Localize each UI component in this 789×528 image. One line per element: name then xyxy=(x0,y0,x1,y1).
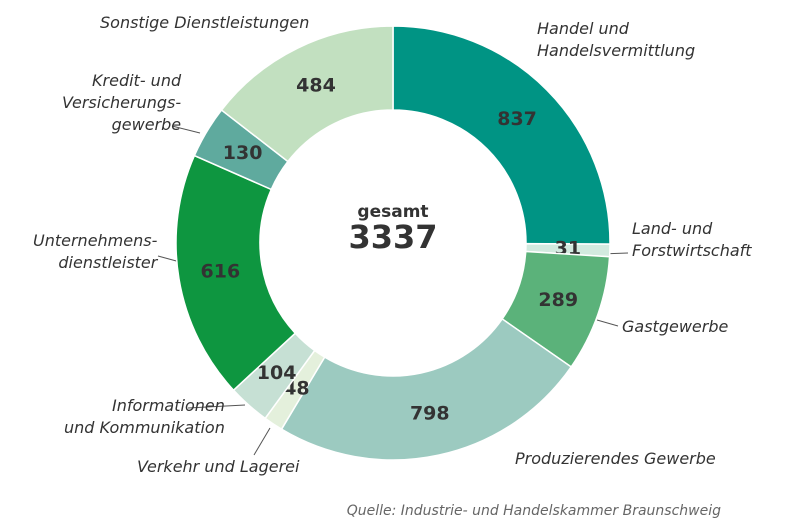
category-label: Land- und Forstwirtschaft xyxy=(632,219,752,260)
value-label: 484 xyxy=(296,74,336,96)
value-label: 837 xyxy=(497,108,537,130)
leader-line xyxy=(187,404,246,409)
category-label: Informationen und Kommunikation xyxy=(64,396,225,437)
category-label: Sonstige Dienstleistungen xyxy=(100,13,310,32)
donut-slice xyxy=(392,25,611,245)
leader-line xyxy=(253,427,271,456)
category-label: Gastgewerbe xyxy=(622,317,729,336)
source: Quelle: Industrie- und Handelskammer Bra… xyxy=(346,503,721,519)
value-label: 289 xyxy=(538,289,578,311)
category-label: Kredit- und Versicherungs- gewerbe xyxy=(62,71,182,134)
leader-line xyxy=(596,319,619,327)
value-label: 104 xyxy=(257,362,297,384)
category-label: Handel und Handelsvermittlung xyxy=(537,19,696,60)
category-label: Unternehmens- dienstleister xyxy=(33,231,158,272)
center-label: gesamt xyxy=(357,202,428,222)
category-label: Verkehr und Lagerei xyxy=(137,457,300,476)
category-label: Produzierendes Gewerbe xyxy=(515,449,716,468)
leader-line xyxy=(171,125,201,134)
donut-slice xyxy=(280,317,573,461)
value-label: 616 xyxy=(201,260,241,282)
donut-slice xyxy=(220,25,394,163)
value-label: 798 xyxy=(410,403,450,425)
center-total: 3337 xyxy=(348,218,437,256)
value-label: 130 xyxy=(223,142,263,164)
